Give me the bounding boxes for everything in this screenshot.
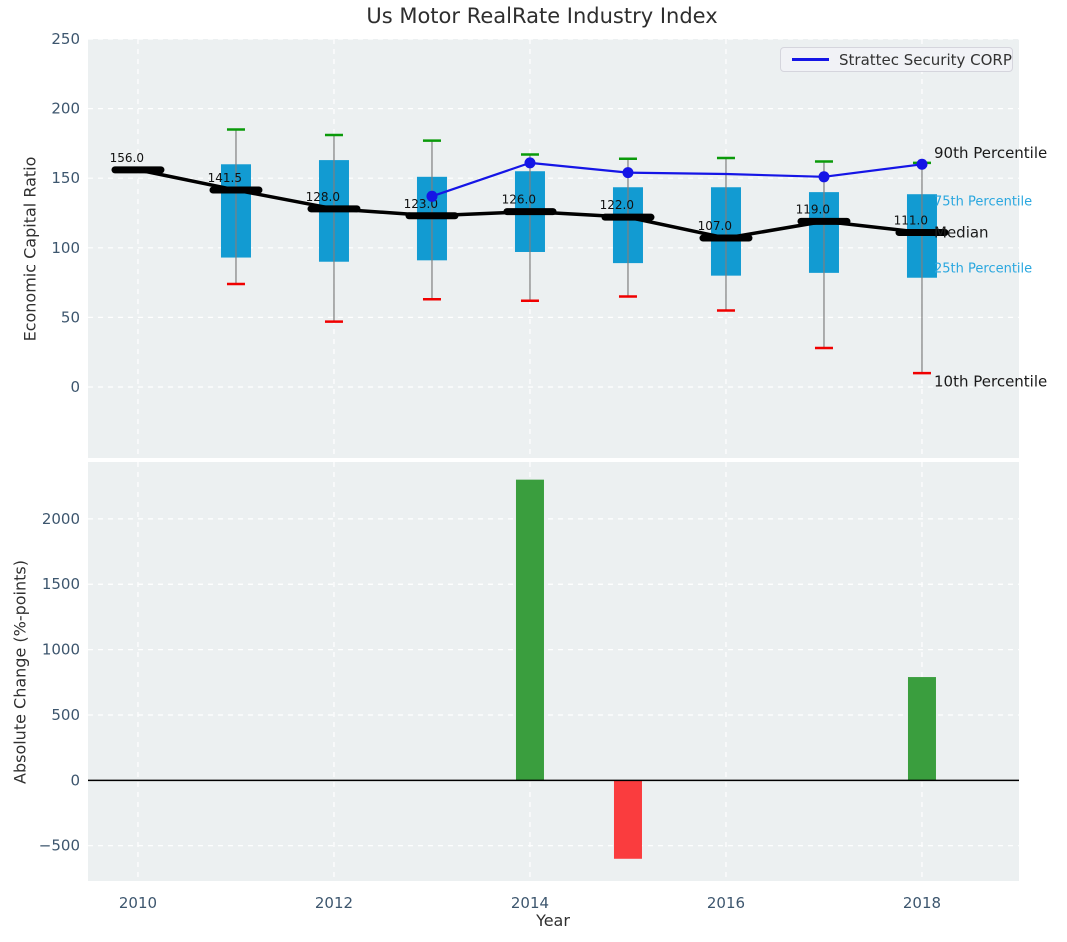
xtick-2018: 2018 bbox=[903, 894, 941, 912]
legend-label: Strattec Security CORP bbox=[839, 50, 1012, 69]
x-axis-label: Year bbox=[536, 911, 570, 930]
ytick-top-50: 50 bbox=[61, 308, 80, 326]
annotation-median: Median bbox=[934, 223, 989, 241]
annotation-25th-percentile: 25th Percentile bbox=[934, 261, 1032, 276]
median-value-label-2016: 107.0 bbox=[698, 219, 732, 233]
annotation-90th-percentile: 90th Percentile bbox=[934, 144, 1047, 162]
y-axis-label-bottom: Absolute Change (%-points) bbox=[10, 559, 29, 784]
legend-line-swatch bbox=[792, 58, 829, 61]
chart-title: Us Motor RealRate Industry Index bbox=[366, 4, 718, 28]
median-value-label-2017: 119.0 bbox=[796, 202, 830, 216]
annotation-75th-percentile: 75th Percentile bbox=[934, 194, 1032, 209]
ytick-bottom-1500: 1500 bbox=[42, 575, 80, 593]
ytick-bottom--500: −500 bbox=[39, 837, 80, 855]
strattec-marker-2014 bbox=[524, 157, 536, 169]
xtick-2010: 2010 bbox=[119, 894, 157, 912]
median-value-label-2010: 156.0 bbox=[110, 151, 144, 165]
median-value-label-2018: 111.0 bbox=[894, 213, 928, 227]
strattec-marker-2018 bbox=[916, 158, 928, 170]
strattec-line bbox=[431, 161, 923, 198]
median-value-label-2014: 126.0 bbox=[502, 193, 536, 207]
ytick-top-0: 0 bbox=[70, 378, 80, 396]
ytick-top-100: 100 bbox=[51, 239, 80, 257]
y-axis-label-top: Economic Capital Ratio bbox=[20, 156, 39, 341]
ytick-top-200: 200 bbox=[51, 100, 80, 118]
ytick-bottom-500: 500 bbox=[51, 706, 80, 724]
bottom-axes-background bbox=[88, 462, 1019, 881]
ytick-bottom-2000: 2000 bbox=[42, 510, 80, 528]
bar-2015 bbox=[613, 780, 642, 859]
xtick-2014: 2014 bbox=[511, 894, 549, 912]
legend: Strattec Security CORP bbox=[780, 47, 1013, 72]
xtick-2012: 2012 bbox=[315, 894, 353, 912]
ytick-top-250: 250 bbox=[51, 30, 80, 48]
annotation-10th-percentile: 10th Percentile bbox=[934, 372, 1047, 390]
bar-2018 bbox=[907, 677, 936, 781]
ytick-bottom-0: 0 bbox=[70, 771, 80, 789]
strattec-marker-2017 bbox=[818, 171, 830, 183]
median-value-label-2012: 128.0 bbox=[306, 190, 340, 204]
strattec-marker-2015 bbox=[622, 167, 634, 179]
ytick-bottom-1000: 1000 bbox=[42, 641, 80, 659]
median-value-label-2015: 122.0 bbox=[600, 198, 634, 212]
bar-2014 bbox=[515, 479, 544, 781]
strattec-marker-2013 bbox=[426, 190, 438, 202]
median-value-label-2011: 141.5 bbox=[208, 171, 242, 185]
xtick-2016: 2016 bbox=[707, 894, 745, 912]
ytick-top-150: 150 bbox=[51, 169, 80, 187]
